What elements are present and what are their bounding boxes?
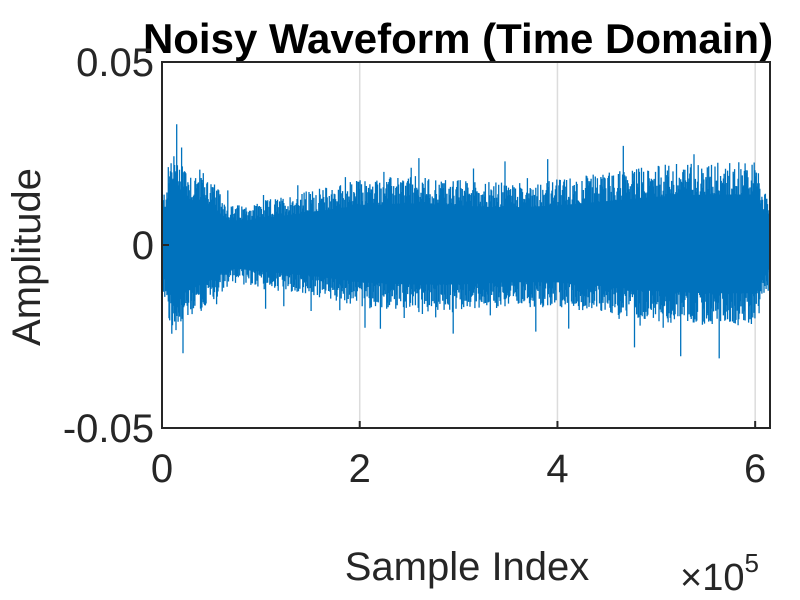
x-axis-ticks: 0 2 4 6 [151,421,766,491]
x-axis-multiplier-base: ×10 [680,557,744,599]
y-tick-label-2: 0.05 [76,41,154,85]
x-axis-multiplier-exponent: 5 [744,548,758,578]
x-tick-label-0: 0 [151,447,173,491]
x-axis-multiplier: ×105 [680,548,759,599]
y-tick-label-1: 0 [132,224,154,268]
x-axis-label: Sample Index [345,545,590,589]
y-tick-label-0: -0.05 [63,407,154,451]
x-tick-label-2: 4 [546,447,568,491]
y-axis-ticks: -0.05 0 0.05 [63,41,169,451]
x-tick-label-1: 2 [349,447,371,491]
plot-area [161,124,771,359]
waveform-core [162,186,770,299]
y-axis-label: Amplitude [5,168,49,346]
chart-title: Noisy Waveform (Time Domain) [143,15,773,62]
x-tick-label-3: 6 [744,447,766,491]
